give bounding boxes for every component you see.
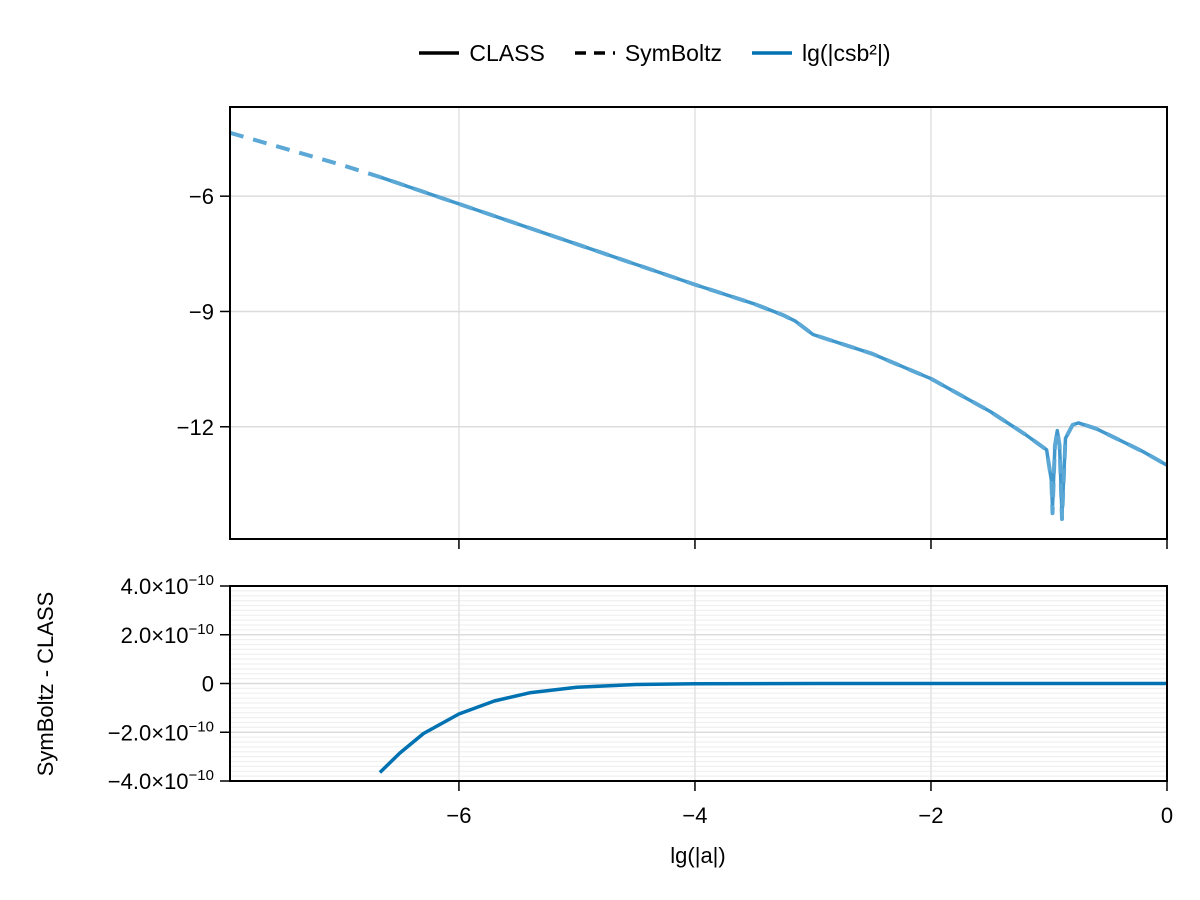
svg-text:−6: −6 xyxy=(446,803,471,828)
legend-label: CLASS xyxy=(469,39,545,66)
lower-ticks: −4.0×10−10 −2.0×10−10 0 2.0×10−10 4.0×10−10 −… xyxy=(108,572,1173,828)
legend-item-csb2: lg(|csb²|) xyxy=(751,39,891,67)
legend-item-symboltz: SymBoltz xyxy=(574,39,722,67)
svg-text:0: 0 xyxy=(202,672,214,697)
legend-label: SymBoltz xyxy=(624,39,722,66)
svg-text:0: 0 xyxy=(1161,803,1173,828)
x-axis-label: lg(|a|) xyxy=(670,843,726,868)
blue-line-swatch-icon xyxy=(751,51,792,55)
svg-text:−4.0×10−10: −4.0×10−10 xyxy=(108,767,214,794)
svg-text:−2: −2 xyxy=(918,803,943,828)
svg-text:−4: −4 xyxy=(682,803,707,828)
svg-text:4.0×10−10: 4.0×10−10 xyxy=(121,572,214,599)
lower-y-axis-label: SymBoltz - CLASS xyxy=(33,591,58,777)
upper-ticks: −6 −9 −12 xyxy=(177,184,1168,549)
legend-label: lg(|csb²|) xyxy=(801,39,891,66)
solid-line-swatch-icon xyxy=(419,51,460,55)
dashed-line-swatch-icon xyxy=(574,51,615,55)
upper-grid xyxy=(230,107,1168,539)
svg-text:−6: −6 xyxy=(189,184,214,209)
svg-text:2.0×10−10: 2.0×10−10 xyxy=(121,621,214,648)
upper-axes-frame xyxy=(229,106,1168,540)
lower-plot-line xyxy=(378,681,1167,774)
lower-grid xyxy=(230,585,1168,782)
legend: CLASS SymBoltz lg(|csb²|) xyxy=(0,36,1200,70)
svg-text:−2.0×10−10: −2.0×10−10 xyxy=(108,718,214,745)
upper-plot-lines xyxy=(230,130,1167,521)
legend-item-class: CLASS xyxy=(419,39,545,67)
svg-text:−12: −12 xyxy=(177,415,214,440)
svg-text:−9: −9 xyxy=(189,299,214,324)
